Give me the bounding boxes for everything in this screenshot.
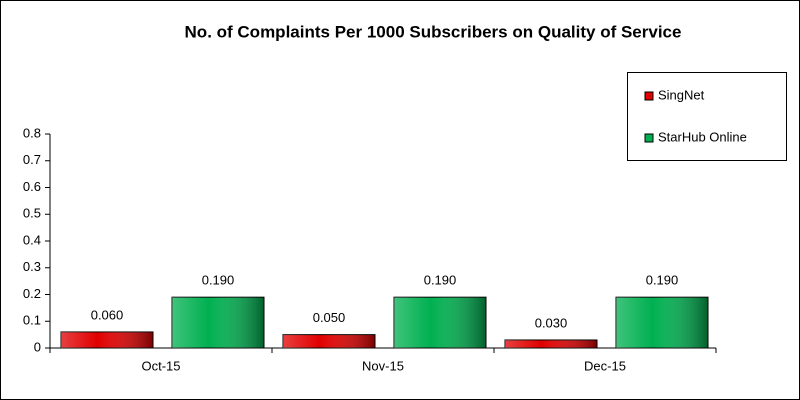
legend-box — [627, 72, 787, 161]
y-tick-label: 0.8 — [23, 125, 41, 140]
y-tick-label: 0.4 — [23, 232, 41, 247]
bar — [282, 334, 376, 349]
bar — [393, 296, 487, 349]
x-tick-label: Nov-15 — [362, 358, 404, 373]
y-tick-label: 0.3 — [23, 259, 41, 274]
legend-swatch — [644, 133, 654, 143]
value-label: 0.050 — [313, 310, 346, 325]
value-label: 0.190 — [646, 273, 679, 288]
bar — [60, 331, 154, 349]
value-label: 0.030 — [535, 315, 568, 330]
y-tick-label: 0.6 — [23, 179, 41, 194]
y-tick-label: 0.7 — [23, 152, 41, 167]
legend-swatch — [644, 91, 654, 101]
bar — [171, 296, 265, 349]
bar — [504, 339, 598, 349]
x-tick-label: Oct-15 — [141, 358, 180, 373]
value-label: 0.190 — [202, 273, 235, 288]
y-tick-label: 0.2 — [23, 286, 41, 301]
legend-label: SingNet — [658, 87, 705, 102]
x-tick-label: Dec-15 — [584, 358, 626, 373]
legend-label: StarHub Online — [658, 129, 747, 144]
y-tick-label: 0 — [34, 339, 41, 354]
bar — [615, 296, 709, 349]
chart-title: No. of Complaints Per 1000 Subscribers o… — [185, 22, 682, 41]
y-tick-label: 0.1 — [23, 313, 41, 328]
value-label: 0.060 — [91, 307, 124, 322]
value-label: 0.190 — [424, 273, 457, 288]
y-tick-label: 0.5 — [23, 206, 41, 221]
